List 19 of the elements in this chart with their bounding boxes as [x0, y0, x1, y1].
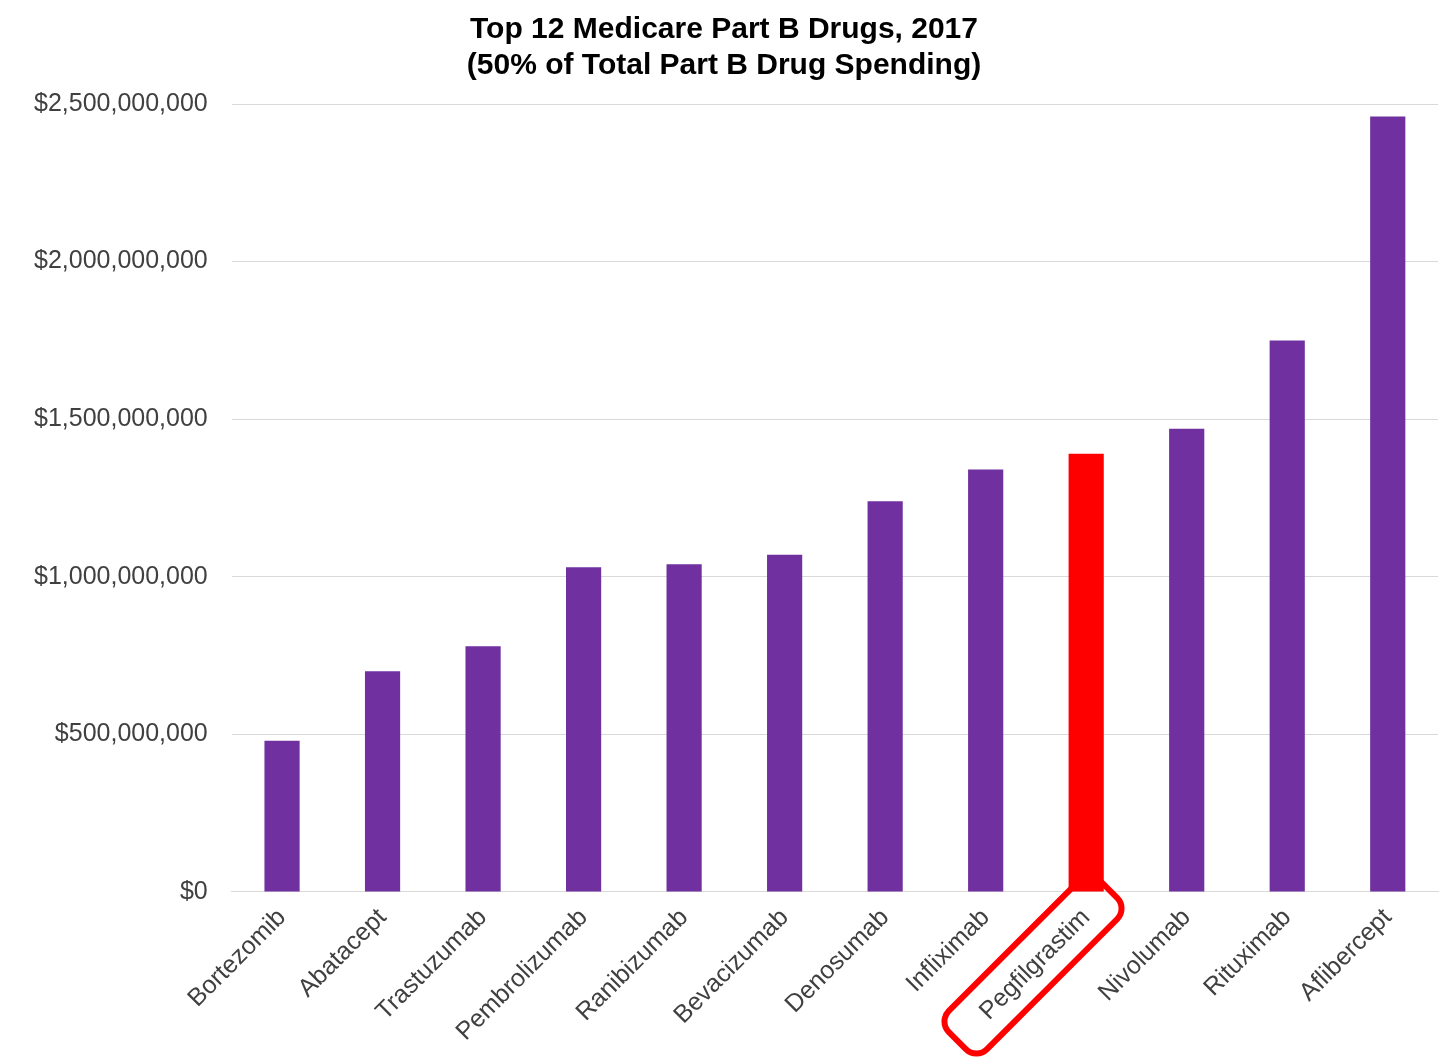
- bar: [1269, 340, 1305, 892]
- text: (50% of Total Part B Drug Spending): [466, 47, 982, 81]
- bar: [1370, 116, 1406, 892]
- y-tick-label: $0: [179, 875, 208, 904]
- y-tick-label: $1,000,000,000: [34, 560, 208, 589]
- bar: [666, 564, 702, 892]
- bar: [566, 567, 602, 892]
- y-tick-label: $1,500,000,000: [34, 403, 208, 432]
- bar: [364, 671, 401, 892]
- y-tick-label: $2,500,000,000: [34, 87, 208, 116]
- bar: [465, 646, 501, 892]
- bar: [968, 469, 1004, 892]
- bar: [767, 554, 803, 892]
- y-tick-label: $500,000,000: [54, 718, 208, 747]
- bar: [264, 740, 300, 892]
- y-tick-label: $2,000,000,000: [34, 245, 208, 274]
- bar: [867, 501, 903, 892]
- text: Top 12 Medicare Part B Drugs, 2017: [470, 11, 978, 45]
- bar: [1169, 428, 1205, 892]
